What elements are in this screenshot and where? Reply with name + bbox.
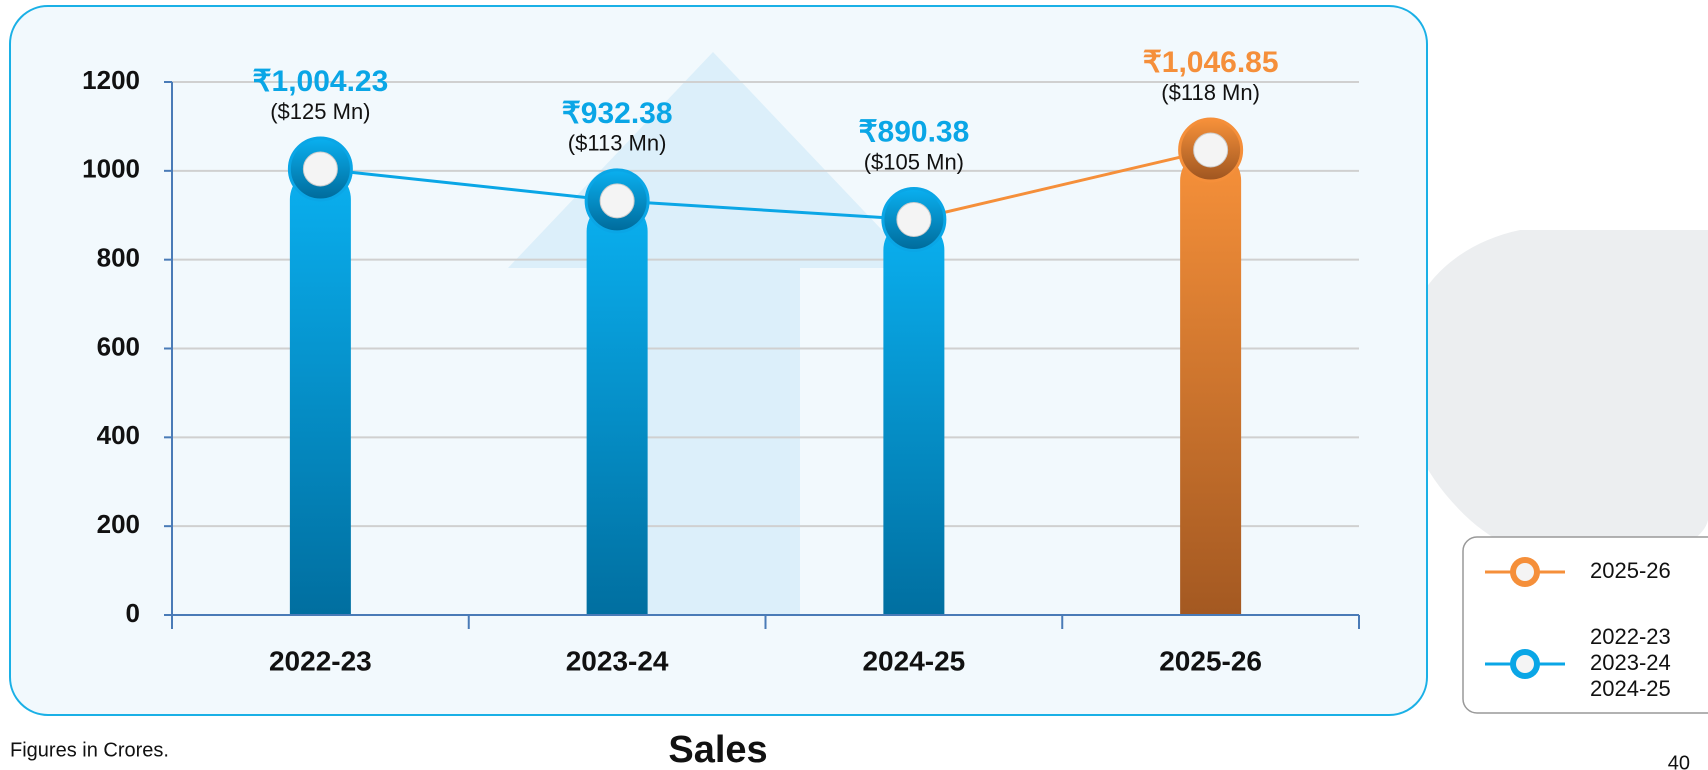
y-tick-label: 1200	[82, 65, 140, 95]
legend-marker-center	[1516, 655, 1534, 673]
decoration	[1399, 230, 1708, 567]
bar	[586, 200, 648, 646]
trend-line	[913, 148, 1211, 221]
marker-center	[302, 151, 338, 187]
secondary-label: ($118 Mn)	[1161, 80, 1260, 105]
y-tick-label: 1000	[82, 154, 140, 184]
y-tick-label: 0	[126, 598, 140, 628]
note: Figures in Crores.	[10, 739, 169, 761]
x-tick-label: 2023-24	[566, 645, 669, 676]
bar	[1180, 150, 1242, 646]
value-label: ₹890.38	[858, 115, 969, 148]
secondary-label: ($125 Mn)	[270, 99, 370, 124]
legend-marker-center	[1516, 563, 1534, 581]
y-tick-label: 400	[97, 420, 140, 450]
marker-center	[1193, 132, 1229, 168]
x-tick-label: 2025-26	[1159, 645, 1262, 676]
marker-center	[599, 183, 635, 219]
secondary-label: ($113 Mn)	[568, 131, 667, 156]
page-number: 40	[1668, 752, 1690, 770]
legend-label: 2023-24	[1590, 650, 1671, 675]
y-tick-label: 200	[97, 509, 140, 539]
x-tick-label: 2022-23	[269, 645, 372, 676]
trend-line	[617, 199, 914, 222]
y-tick-label: 800	[97, 243, 140, 273]
marker-center	[896, 202, 932, 238]
trend-line	[320, 167, 618, 203]
secondary-label: ($105 Mn)	[864, 149, 964, 174]
legend-label: 2024-25	[1590, 676, 1671, 701]
value-label: ₹1,004.23	[252, 65, 388, 98]
x-tick-label: 2024-25	[862, 645, 965, 676]
chart-title: Sales	[668, 729, 767, 770]
legend-label: 2022-23	[1590, 624, 1671, 649]
bar	[883, 219, 945, 646]
value-label: ₹932.38	[562, 97, 673, 130]
bar	[289, 168, 351, 646]
legend-box	[1462, 536, 1708, 714]
legend-label: 2025-26	[1590, 558, 1671, 583]
y-tick-label: 600	[97, 331, 140, 361]
value-label: ₹1,046.85	[1143, 46, 1279, 79]
